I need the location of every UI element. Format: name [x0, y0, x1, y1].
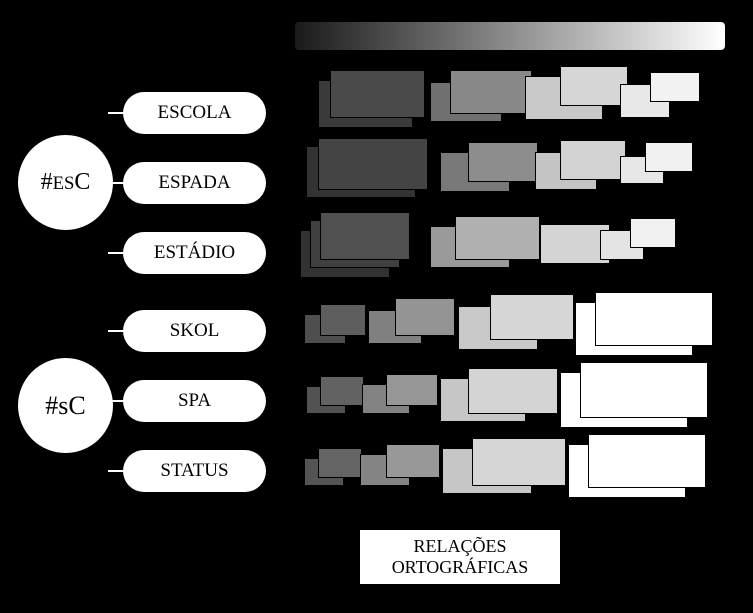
exemplar-rect	[320, 304, 366, 336]
exemplar-rect	[386, 374, 438, 406]
exemplar-cluster	[300, 432, 720, 510]
exemplar-rect	[320, 212, 410, 260]
group-circle-esc: #ESC	[18, 135, 113, 230]
word-pill: STATUS	[123, 450, 266, 492]
word-pill: ESTÁDIO	[123, 232, 266, 274]
exemplar-rect	[395, 298, 455, 336]
word-label: STATUS	[160, 460, 228, 482]
exemplar-rect	[455, 216, 540, 260]
exemplar-rect	[330, 70, 425, 118]
word-label: ESTÁDIO	[154, 242, 235, 264]
group-label-esc: #ESC	[41, 169, 91, 196]
axis-label-line2: ORTOGRÁFICAS	[392, 557, 529, 578]
exemplar-rect	[386, 444, 440, 478]
exemplar-rect	[588, 434, 706, 488]
exemplar-rect	[468, 142, 538, 182]
word-pill: ESPADA	[123, 162, 266, 204]
word-label: SPA	[178, 390, 211, 412]
exemplar-cluster	[300, 288, 720, 366]
word-pill: ESCOLA	[123, 92, 266, 134]
word-pill: SKOL	[123, 310, 266, 352]
group-circle-sc: #sC	[18, 358, 113, 453]
exemplar-rect	[560, 140, 626, 180]
exemplar-cluster	[300, 360, 720, 438]
axis-label-line1: RELAÇÕES	[413, 536, 506, 557]
exemplar-rect	[490, 294, 574, 340]
exemplar-cluster	[300, 208, 710, 283]
exemplar-rect	[472, 438, 566, 486]
exemplar-rect	[580, 362, 708, 418]
axis-label-orthographic-relations: RELAÇÕES ORTOGRÁFICAS	[360, 530, 560, 584]
exemplar-cluster	[300, 62, 710, 137]
word-pill: SPA	[123, 380, 266, 422]
exemplar-rect	[450, 70, 532, 114]
exemplar-rect	[318, 138, 428, 190]
exemplar-rect	[595, 292, 713, 346]
word-label: ESPADA	[158, 172, 230, 194]
group-label-sc: #sC	[45, 391, 85, 421]
gradient-scale-bar	[295, 22, 725, 50]
exemplar-rect	[560, 66, 628, 106]
word-label: SKOL	[170, 320, 220, 342]
exemplar-cluster	[300, 132, 710, 207]
exemplar-rect	[630, 218, 676, 248]
exemplar-rect	[650, 72, 700, 102]
word-label: ESCOLA	[158, 102, 232, 124]
exemplar-rect	[645, 142, 693, 172]
exemplar-rect	[320, 376, 364, 406]
exemplar-rect	[318, 448, 362, 478]
exemplar-rect	[468, 368, 558, 414]
